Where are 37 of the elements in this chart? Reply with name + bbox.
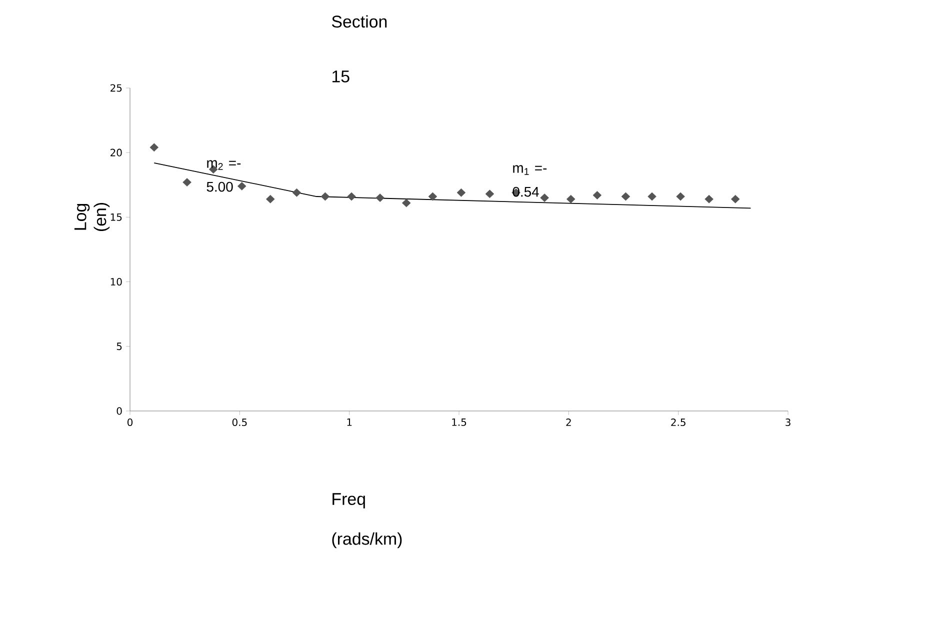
- point: [266, 194, 275, 204]
- point: [376, 194, 384, 202]
- x-tick-label: 1.5: [452, 418, 466, 426]
- x-tick-label: 1: [347, 418, 352, 426]
- chart-title: Section 15: [332, 15, 387, 82]
- point: [292, 188, 302, 197]
- y-tick-label: 0: [116, 407, 122, 415]
- y-tick-label: 20: [110, 148, 122, 156]
- point: [182, 178, 192, 186]
- point: [347, 192, 356, 201]
- point: [592, 191, 602, 200]
- y-tick-label: 25: [110, 84, 122, 92]
- point: [402, 198, 411, 208]
- x-tick-label: 0: [127, 418, 133, 426]
- y-axis-title: Log (en): [74, 202, 110, 231]
- text: Freq (rads/km): [332, 493, 402, 548]
- point: [456, 188, 466, 197]
- point: [485, 190, 494, 198]
- point: [320, 192, 330, 201]
- point: [237, 182, 246, 190]
- point: [676, 192, 685, 201]
- point: [648, 192, 656, 201]
- x-tick-label: 3: [786, 418, 790, 426]
- y-tick-label: 10: [110, 278, 122, 286]
- x-tick-label: 2: [566, 418, 571, 426]
- point: [150, 143, 159, 152]
- point: [540, 194, 549, 202]
- y-tick-label: 15: [110, 213, 122, 221]
- point: [704, 194, 714, 204]
- point: [730, 194, 740, 204]
- y-tick-label: 5: [116, 342, 122, 350]
- point: [566, 194, 576, 204]
- point: [428, 192, 438, 201]
- annotation: m$_{2}$ =-5.00: [206, 160, 241, 192]
- x-tick-label: 0.5: [232, 418, 247, 426]
- point: [621, 192, 630, 201]
- x-tick-label: 2.5: [671, 418, 686, 426]
